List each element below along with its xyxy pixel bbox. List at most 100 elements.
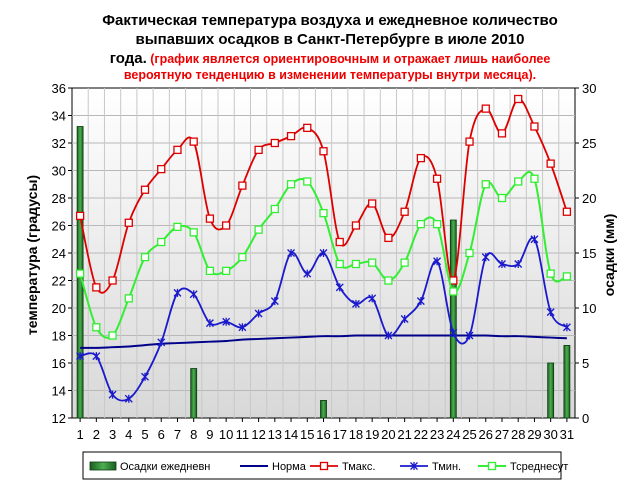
x-tick-label: 1 [76,427,83,442]
x-tick-label: 18 [349,427,363,442]
point-tmin [465,331,474,340]
point-tmax [351,221,361,230]
point-tmin [449,328,458,337]
title-line-1: Фактическая температура воздуха и ежедне… [102,12,558,29]
legend-item-tavg: Тсреднесут [478,461,568,473]
point-tmin [287,249,296,257]
x-tick-label: 24 [446,427,460,442]
point-tavg [562,272,572,281]
x-tick-label: 2 [93,427,100,442]
legend: Осадки ежедневн Норма Тмакс. Тмин. Тсреднесу… [82,451,568,480]
precip-bar [547,362,555,419]
point-tmax [270,138,279,148]
y-left-tick-label: 16 [52,356,66,371]
legend-swatch [89,461,117,471]
series-tmin [76,235,571,403]
legend-label: Тмин. [432,461,461,473]
chart-title: Фактическая температура воздуха и ежедне… [102,12,558,82]
point-tmax [400,207,409,216]
point-tmin [157,338,166,347]
precip-bar [190,368,198,419]
legend-item-norma: Норма [240,461,307,473]
series-tavg [75,171,572,340]
point-tmin [222,317,231,326]
x-tick-label: 30 [543,427,557,442]
point-tmax [562,207,572,216]
point-tavg [530,174,539,183]
x-tick-label: 20 [381,427,395,442]
y-left-tick-label: 36 [52,81,66,96]
point-tmin [92,352,101,361]
legend-marker [487,461,497,471]
point-tmax [75,211,85,221]
legend-label: Тсреднесут [510,461,568,473]
point-tmin [270,297,279,306]
point-tavg [335,259,344,269]
point-tavg [254,225,263,234]
x-tick-label: 10 [219,427,233,442]
point-tmax [368,199,377,208]
point-tmin [514,260,523,268]
point-tavg [351,259,361,269]
y-right-tick-label: 30 [582,81,596,96]
x-tick-label: 8 [190,427,197,442]
x-tick-label: 27 [495,427,509,442]
title-line-3: года. (график является ориентировочным и… [110,50,551,67]
y-left-tick-label: 12 [52,411,66,426]
point-tmin [368,294,377,303]
point-tmin [498,260,506,268]
point-tmin [400,315,409,323]
point-tmax [546,159,555,168]
point-tavg [286,180,296,189]
x-tick-label: 5 [141,427,148,442]
y-right-tick-label: 15 [582,246,596,261]
point-tmin [562,323,571,332]
point-tmin [108,390,117,399]
point-tmax [221,221,231,230]
point-tmin [335,283,344,292]
point-tavg [481,180,490,189]
point-tavg [514,177,523,186]
point-tmax [514,94,523,104]
y-left-tick-label: 30 [52,164,66,179]
y-right-tick-label: 25 [582,136,596,151]
point-tavg [124,294,133,303]
point-tavg [75,269,85,278]
point-tavg [92,323,101,332]
point-tavg [303,177,312,186]
x-tick-label: 25 [462,427,476,442]
point-tmin [416,297,425,306]
point-tmin [124,394,133,403]
y-left-tick-label: 28 [52,191,66,206]
point-tavg [140,252,150,262]
point-tavg [384,276,393,285]
y-right-tick-label: 20 [582,191,596,206]
series-lines [75,94,572,403]
point-tmax [335,237,344,247]
title-line-3-black: года. [110,50,147,67]
x-tick-label: 9 [206,427,213,442]
point-tmax [530,122,539,131]
point-tavg [221,266,231,276]
point-tmin [319,249,328,257]
point-tmax [303,123,312,133]
point-tmax [157,164,166,174]
x-tick-label: 13 [268,427,282,442]
point-tmax [254,145,263,155]
point-tmin [530,235,539,244]
point-tmin [303,269,312,278]
legend-marker [410,462,418,470]
point-tmin [141,372,149,381]
point-tavg [449,287,458,296]
point-tavg [319,208,328,218]
x-tick-label: 12 [251,427,265,442]
point-tavg [157,237,166,247]
x-tick-label: 19 [365,427,379,442]
title-line-4: вероятную тенденцию в изменении температ… [124,68,536,82]
y-left-tick-label: 26 [52,219,66,234]
y-left-tick-label: 18 [52,329,66,344]
point-tmax [92,283,101,292]
point-tavg [465,248,474,258]
x-tick-label: 6 [158,427,165,442]
